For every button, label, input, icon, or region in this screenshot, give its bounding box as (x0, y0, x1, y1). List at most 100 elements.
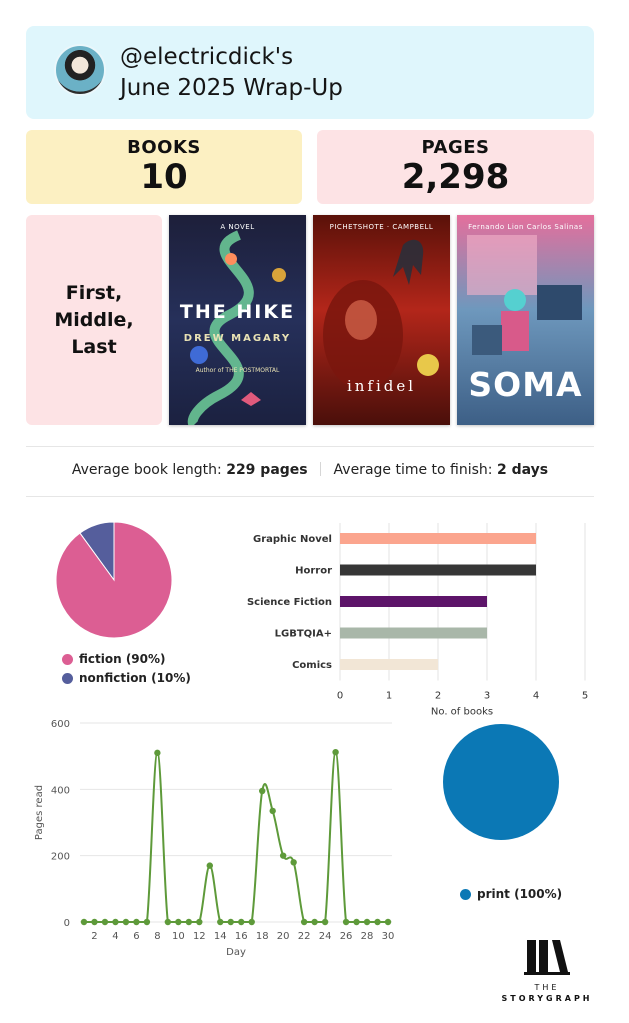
x-tick-label: 24 (319, 931, 332, 942)
x-tick-label: 20 (277, 931, 290, 942)
bar-science-fiction (340, 596, 487, 607)
x-tick-label: 2 (91, 931, 97, 942)
x-tick-label: 22 (298, 931, 311, 942)
avatar[interactable] (54, 44, 106, 96)
pages-stat-card: PAGES 2,298 (317, 130, 594, 204)
category-label: Science Fiction (247, 597, 332, 608)
data-point-day-30 (384, 918, 392, 926)
x-axis-label: Day (226, 947, 246, 957)
fiction-pie-chart (55, 521, 173, 639)
data-point-day-18 (259, 787, 266, 795)
x-tick-label: 4 (112, 931, 118, 942)
pages-read-line (83, 751, 388, 923)
data-point-day-6 (133, 918, 140, 926)
format-pie-chart (443, 724, 559, 840)
books-label: BOOKS (127, 137, 201, 158)
first-middle-last-label: First, Middle, Last (54, 281, 134, 358)
avg-time-label: Average time to finish: (333, 462, 493, 478)
x-tick-label: 4 (533, 691, 539, 702)
x-tick-label: 5 (582, 691, 588, 702)
data-point-day-12 (196, 918, 203, 926)
data-point-day-21 (290, 859, 297, 866)
storygraph-logo[interactable]: THE STORYGRAPH (500, 938, 594, 1003)
storygraph-logo-icon (524, 940, 570, 975)
pie-slice-fiction (55, 521, 173, 639)
data-point-day-26 (342, 918, 350, 926)
avg-time-value: 2 days (496, 462, 549, 478)
category-label: Graphic Novel (253, 534, 332, 545)
data-point-day-24 (321, 918, 329, 926)
data-point-day-4 (112, 918, 119, 926)
legend-swatch-nonfiction (62, 672, 73, 684)
data-point-day-29 (374, 918, 381, 926)
logo-name: STORYGRAPH (501, 994, 593, 1003)
divider (26, 496, 594, 497)
avg-length-label: Average book length: (71, 462, 222, 478)
data-point-day-10 (175, 918, 182, 926)
data-point-day-16 (238, 918, 245, 926)
data-point-day-22 (300, 918, 308, 926)
legend-nonfiction: nonfiction (10%) (62, 671, 191, 685)
legend-label: print (100%) (477, 887, 563, 901)
cover-title: SOMA (468, 365, 583, 404)
book-cover-middle[interactable]: PICHETSHOTE · CAMPBELL infidel (313, 215, 450, 425)
data-point-day-15 (227, 918, 234, 926)
bar-horror (340, 564, 536, 576)
legend-swatch-fiction (62, 653, 73, 665)
cover-title: infidel (346, 377, 417, 395)
y-tick-label: 400 (51, 785, 70, 796)
x-tick-label: 18 (256, 931, 269, 942)
username-handle[interactable]: @electricdick's (120, 44, 294, 70)
legend-label: nonfiction (10%) (79, 671, 191, 685)
x-tick-label: 2 (435, 691, 441, 702)
y-tick-label: 200 (51, 852, 70, 863)
averages-row: Average book length: 229 pages Average t… (26, 462, 594, 478)
y-tick-label: 0 (64, 918, 70, 929)
cover-art-figure (323, 239, 439, 390)
pie-slice-print (443, 724, 559, 840)
x-tick-label: 6 (133, 931, 139, 942)
logo-the: THE (534, 983, 560, 992)
data-point-day-28 (363, 918, 371, 926)
data-point-day-27 (353, 918, 360, 926)
legend-label: fiction (90%) (79, 652, 166, 666)
avg-length-value: 229 pages (226, 462, 308, 478)
y-axis-label: Pages read (34, 785, 45, 840)
x-tick-label: 30 (382, 931, 395, 942)
x-tick-label: 0 (337, 691, 343, 702)
cover-tagline: Author of THE POSTMORTAL (195, 367, 280, 374)
cover-author: DREW MAGARY (183, 333, 292, 344)
legend-fiction: fiction (90%) (62, 652, 166, 666)
data-point-day-1 (80, 918, 88, 926)
data-point-day-13 (206, 862, 213, 869)
book-cover-first[interactable]: A NOVEL THE HIKE DREW MAGARY Author of T… (169, 215, 306, 425)
data-point-day-5 (122, 918, 130, 926)
data-point-day-11 (185, 918, 193, 926)
cover-title: THE HIKE (179, 301, 296, 323)
genre-bar-chart: 0 1 2 3 4 5 Graphic Novel Horror Science Fiction… (247, 523, 588, 716)
category-label: Horror (295, 566, 332, 577)
pages-count: 2,298 (401, 157, 510, 197)
data-point-day-8 (154, 749, 161, 757)
category-label: LGBTQIA+ (275, 629, 332, 640)
books-count: 10 (140, 157, 188, 197)
x-tick-label: 8 (154, 931, 160, 942)
x-tick-label: 10 (172, 931, 185, 942)
x-tick-label: 12 (193, 931, 206, 942)
cover-authors: PICHETSHOTE · CAMPBELL (329, 223, 434, 231)
cover-art-trail (187, 230, 286, 425)
book-cover-last[interactable]: Fernando Lion Carlos Salinas SOMA (457, 215, 594, 425)
cover-art-room (467, 235, 582, 355)
data-point-day-3 (101, 918, 109, 926)
divider (26, 446, 594, 447)
x-tick-label: 14 (214, 931, 227, 942)
bar-comics (340, 659, 438, 670)
x-tick-label: 1 (386, 691, 392, 702)
x-axis-label: No. of books (431, 707, 493, 716)
data-point-day-14 (217, 918, 224, 926)
x-tick-label: 26 (340, 931, 353, 942)
x-tick-label: 16 (235, 931, 248, 942)
cover-authors: Fernando Lion Carlos Salinas (468, 223, 583, 231)
bar-lgbtqia- (340, 627, 487, 639)
data-point-day-17 (248, 918, 255, 926)
